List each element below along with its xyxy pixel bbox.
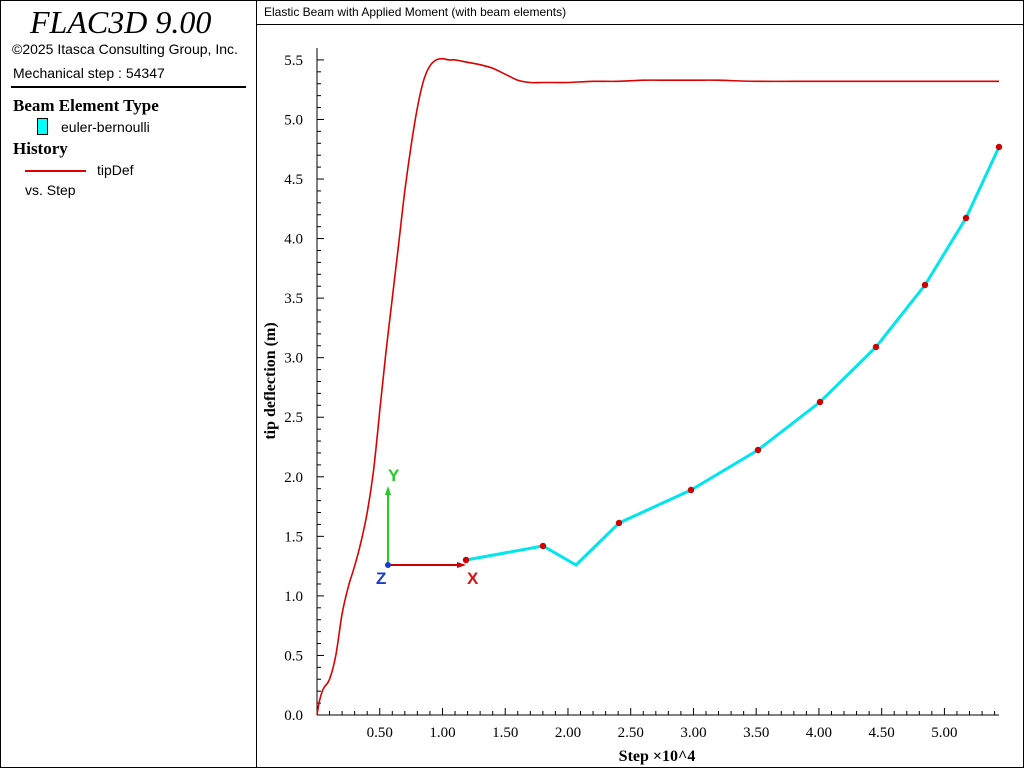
legend-divider [11,86,246,88]
beam-node [995,143,1003,151]
history-heading: History [13,139,68,158]
beam-node [462,556,470,564]
y-tick-label: 0.0 [284,708,303,724]
plot-title-bar: Elastic Beam with Applied Moment (with b… [257,1,1023,25]
triad-y-label: Y [388,466,400,485]
beam-node [962,214,970,222]
x-tick-label: 1.50 [492,725,518,741]
beam-node [539,542,547,550]
beam-node [816,398,824,406]
x-tick-label: 2.50 [618,725,644,741]
beam-type-label: euler-bernoulli [61,119,150,135]
triad-x-label: X [467,569,479,588]
mechanical-step-text: Mechanical step : 54347 [13,65,165,81]
x-tick-label: 1.00 [429,725,455,741]
y-tick-label: 0.5 [284,648,303,664]
copyright-text: ©2025 Itasca Consulting Group, Inc. [12,41,238,57]
x-axis-title: Step ×10^4 [619,748,696,765]
beam-color-swatch [37,118,48,135]
x-tick-label: 3.00 [680,725,706,741]
x-tick-label: 4.50 [869,725,895,741]
y-tick-label: 5.5 [284,53,303,69]
triad-origin [385,562,391,568]
history-line-swatch [25,170,86,172]
beam-node [921,281,929,289]
beam-element-heading: Beam Element Type [13,96,159,115]
y-tick-label: 1.5 [284,529,303,545]
beam-node [615,519,623,527]
beam-node [872,343,880,351]
axis-triad: Y X Z [376,466,479,588]
app-title: FLAC3D 9.00 [30,4,212,40]
beam-node [754,446,762,454]
y-tick-label: 4.0 [284,232,303,248]
y-axis-title: tip deflection (m) [262,322,279,439]
x-tick-label: 2.00 [555,725,581,741]
x-ticks: 0.50 1.00 1.50 2.00 2.50 3.00 3.50 4.00 4.50 5.00 [329,708,996,741]
beam-node [687,486,695,494]
x-tick-label: 3.50 [743,725,769,741]
x-tick-label: 4.00 [806,725,832,741]
legend-panel: FLAC3D 9.00 ©2025 Itasca Consulting Grou… [0,0,257,768]
triad-z-label: Z [376,569,386,588]
y-tick-label: 3.5 [284,291,303,307]
beam-model [462,143,1003,567]
x-tick-label: 0.50 [367,725,393,741]
y-tick-label: 3.0 [284,351,303,367]
y-ticks: 0.0 0.5 1.0 1.5 2.0 2.5 3.0 3.5 4.0 4.5 5.0 5.5 [284,53,324,724]
y-tick-label: 4.5 [284,172,303,188]
plot-title: Elastic Beam with Applied Moment (with b… [264,5,567,19]
triad-y-arrowhead [385,486,391,495]
y-tick-label: 5.0 [284,112,303,128]
y-tick-label: 2.0 [284,470,303,486]
y-tick-label: 1.0 [284,589,303,605]
series-tipdef-line [316,57,999,716]
triad-x-arrowhead [457,562,466,568]
beam-element-line [465,146,1001,567]
y-tick-label: 2.5 [284,410,303,426]
history-name-label: tipDef [97,162,134,178]
x-tick-label: 5.00 [931,725,957,741]
history-vs-label: vs. Step [25,182,76,198]
